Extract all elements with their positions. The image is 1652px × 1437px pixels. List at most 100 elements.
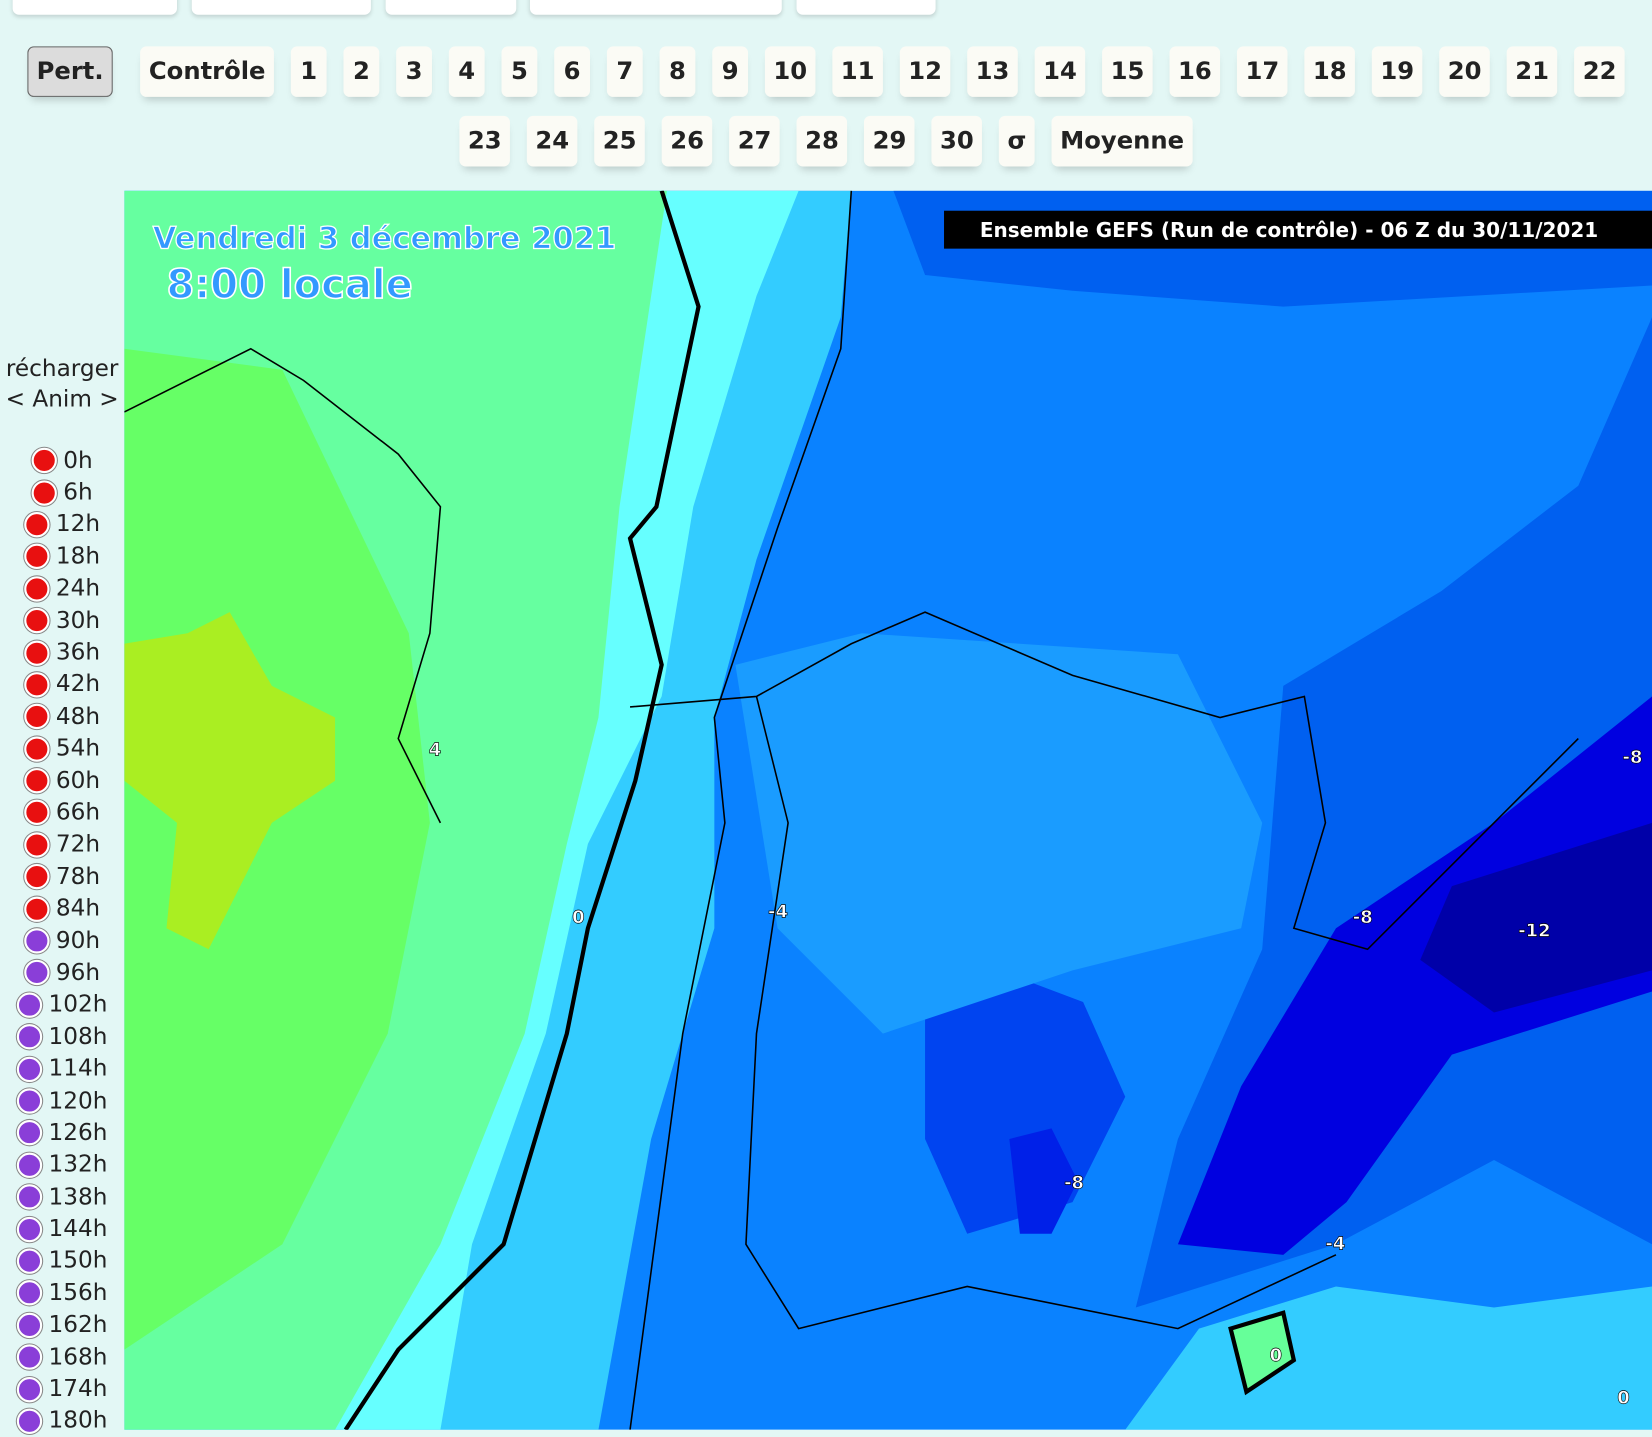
member-button[interactable]: 6 [554, 46, 591, 97]
hour-item[interactable]: 42h [0, 669, 124, 701]
member-button[interactable]: 8 [659, 46, 696, 97]
top-tab[interactable]: Quantiles [796, 0, 936, 15]
hour-label: 54h [55, 735, 101, 762]
contour-label: -4 [1325, 1234, 1345, 1255]
hour-item[interactable]: 78h [0, 861, 124, 893]
contour-label: -8 [1353, 907, 1373, 928]
member-button[interactable]: 30 [931, 115, 983, 167]
hour-item[interactable]: 180h [0, 1405, 124, 1437]
member-button[interactable]: 3 [396, 46, 432, 97]
contour-label: -8 [1064, 1172, 1084, 1193]
hour-item[interactable]: 72h [0, 829, 124, 861]
hour-item[interactable]: 156h [0, 1277, 124, 1309]
member-button[interactable]: 4 [448, 46, 485, 97]
member-button[interactable]: 20 [1439, 46, 1490, 97]
hour-icon [31, 479, 57, 506]
hour-item[interactable]: 174h [0, 1373, 124, 1405]
member-button[interactable]: 14 [1034, 46, 1086, 97]
hour-label: 90h [55, 927, 101, 955]
member-button[interactable]: 23 [459, 115, 511, 167]
member-button[interactable]: 7 [606, 46, 643, 97]
map-header: Ensemble GEFS (Run de contrôle) - 06 Z d… [980, 218, 1598, 242]
hour-icon [24, 736, 50, 762]
map-time: 8:00 locale [166, 262, 412, 308]
hour-item[interactable]: 102h [0, 989, 124, 1021]
hour-icon [16, 1152, 43, 1178]
member-button[interactable]: 2 [343, 46, 380, 97]
hour-item[interactable]: 168h [0, 1341, 124, 1373]
hour-label: 162h [48, 1311, 108, 1339]
member-button[interactable]: 5 [501, 46, 538, 97]
hour-item[interactable]: 30h [0, 605, 124, 637]
zero-contour [343, 190, 701, 1430]
member-button[interactable]: 25 [594, 115, 645, 167]
contour-label: 0 [1617, 1387, 1629, 1408]
coastline [124, 347, 442, 824]
pert-button[interactable]: Pert. [27, 46, 114, 97]
hour-item[interactable]: 162h [0, 1309, 124, 1341]
mean-button[interactable]: Moyenne [1051, 115, 1193, 167]
member-button[interactable]: 29 [864, 115, 915, 167]
member-button[interactable]: 26 [661, 115, 713, 167]
top-tab[interactable]: Panel GEFS [12, 0, 178, 15]
hour-item[interactable]: 66h [0, 797, 124, 829]
hour-label: 114h [48, 1055, 108, 1083]
anim-link[interactable]: < Anim > [5, 386, 119, 414]
hour-label: 48h [55, 703, 101, 730]
hour-item[interactable]: 54h [0, 733, 124, 765]
coastline [745, 696, 1337, 1330]
hour-item[interactable]: 90h [0, 925, 124, 957]
hour-item[interactable]: 84h [0, 893, 124, 925]
hour-icon [16, 992, 43, 1018]
member-button[interactable]: 21 [1506, 46, 1558, 97]
hour-item[interactable]: 18h [0, 541, 124, 573]
hour-label: 180h [48, 1408, 108, 1435]
hour-item[interactable]: 138h [0, 1181, 124, 1213]
hour-item[interactable]: 36h [0, 637, 124, 669]
hour-icon [16, 1120, 43, 1146]
member-button[interactable]: 10 [764, 46, 816, 97]
member-button[interactable]: 22 [1574, 46, 1625, 97]
hour-item[interactable]: 144h [0, 1213, 124, 1245]
region [925, 970, 1126, 1234]
member-button[interactable]: 15 [1102, 46, 1153, 97]
member-button[interactable]: 19 [1371, 46, 1423, 97]
hour-icon [16, 1248, 43, 1274]
member-button[interactable]: 18 [1304, 46, 1356, 97]
hour-item[interactable]: 6h [0, 477, 124, 509]
member-button[interactable]: 13 [967, 46, 1018, 97]
hour-label: 120h [48, 1087, 108, 1115]
hour-item[interactable]: 0h [0, 445, 124, 477]
hour-item[interactable]: 132h [0, 1149, 124, 1181]
hour-icon [24, 512, 50, 538]
hour-item[interactable]: 108h [0, 1021, 124, 1053]
member-button[interactable]: 24 [526, 115, 578, 167]
hour-item[interactable]: 150h [0, 1245, 124, 1277]
top-tab[interactable]: Diagrammes [191, 0, 371, 15]
member-button[interactable]: 27 [729, 115, 780, 167]
control-button[interactable]: Contrôle [140, 46, 274, 97]
hour-item[interactable]: 120h [0, 1085, 124, 1117]
member-button[interactable]: 11 [832, 46, 883, 97]
member-button[interactable]: 9 [712, 46, 749, 97]
member-button[interactable]: 16 [1169, 46, 1221, 97]
region [124, 348, 430, 1350]
top-tab[interactable]: Tableaux [385, 0, 517, 15]
hour-icon [16, 1216, 43, 1242]
contour-label: 4 [429, 739, 441, 760]
member-button[interactable]: 1 [290, 46, 327, 97]
hour-item[interactable]: 114h [0, 1053, 124, 1085]
top-tab[interactable]: Cartes probabilités [529, 0, 782, 15]
hour-item[interactable]: 24h [0, 573, 124, 605]
hour-item[interactable]: 48h [0, 701, 124, 733]
hour-item[interactable]: 96h [0, 957, 124, 989]
member-button[interactable]: 28 [796, 115, 848, 167]
preload-link[interactable]: récharger [5, 356, 119, 383]
member-button[interactable]: 17 [1237, 46, 1288, 97]
sigma-button[interactable]: σ [999, 115, 1035, 167]
hour-item[interactable]: 12h [0, 509, 124, 541]
member-button[interactable]: 12 [899, 46, 951, 97]
hour-icon [24, 832, 50, 858]
hour-item[interactable]: 126h [0, 1117, 124, 1149]
hour-item[interactable]: 60h [0, 765, 124, 797]
